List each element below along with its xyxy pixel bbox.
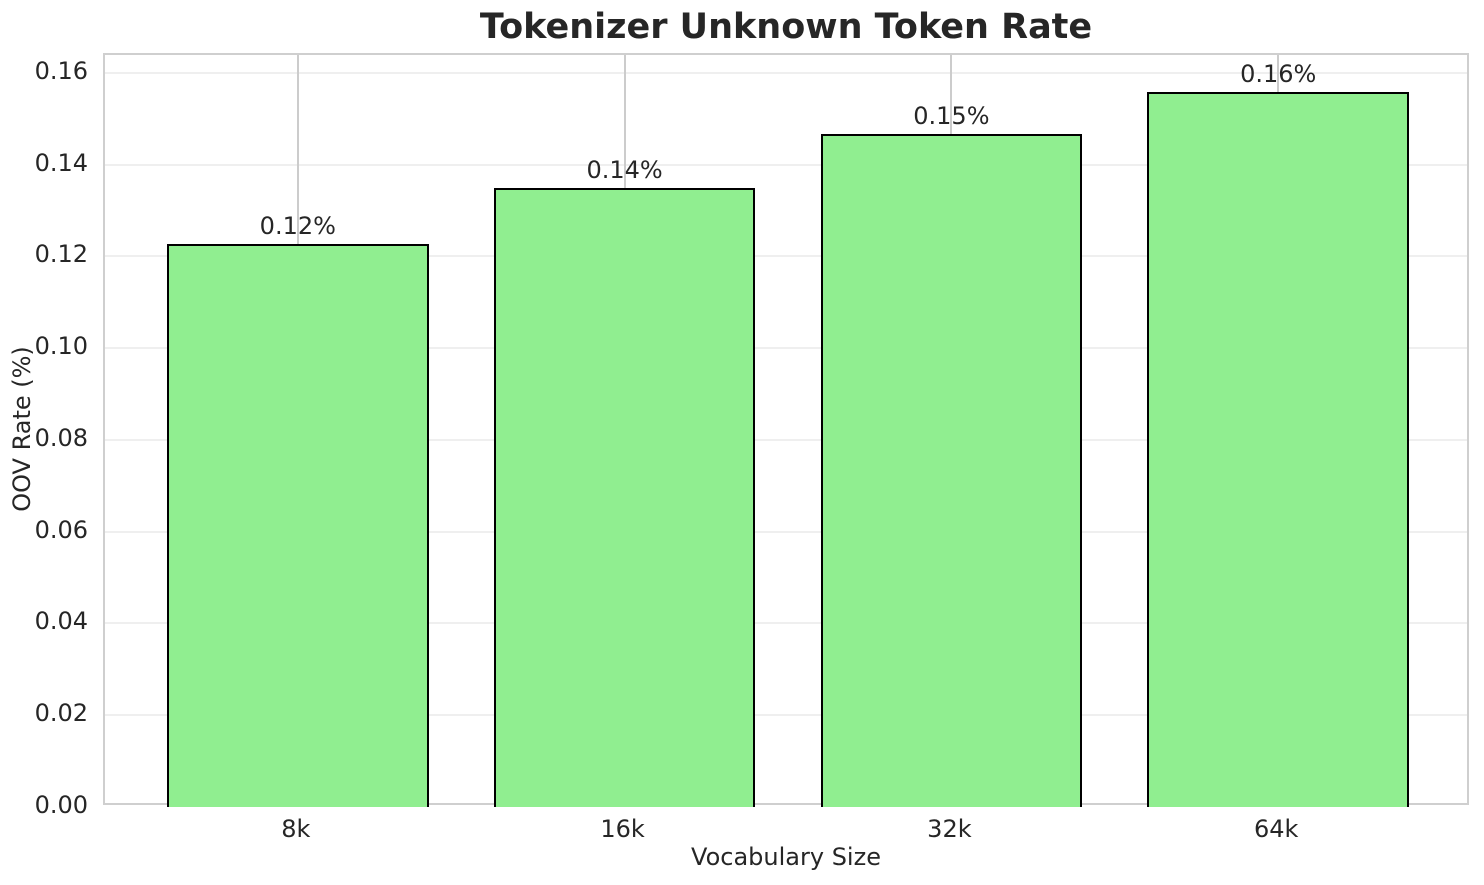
chart-title: Tokenizer Unknown Token Rate bbox=[479, 7, 1093, 47]
h-gridline bbox=[105, 530, 1467, 533]
y-tick-label: 0.08 bbox=[34, 423, 88, 452]
x-tick-label: 8k bbox=[281, 815, 311, 843]
bar-64k bbox=[1147, 91, 1409, 807]
bar-32k bbox=[820, 133, 1083, 807]
x-tick-label: 64k bbox=[1253, 815, 1299, 843]
h-gridline bbox=[105, 714, 1467, 717]
h-gridline bbox=[105, 163, 1467, 166]
h-gridline bbox=[105, 71, 1467, 74]
h-gridline bbox=[105, 438, 1467, 441]
y-tick-label: 0.10 bbox=[34, 332, 88, 361]
x-tick-label: 32k bbox=[927, 815, 972, 843]
x-axis-label: Vocabulary Size bbox=[691, 843, 881, 871]
y-tick-label: 0.04 bbox=[34, 607, 88, 636]
y-tick-label: 0.00 bbox=[34, 791, 88, 819]
y-tick-label: 0.14 bbox=[34, 148, 88, 177]
y-axis-label: OOV Rate (%) bbox=[8, 346, 36, 512]
y-tick-label: 0.06 bbox=[34, 515, 88, 544]
bar-value-label: 0.14% bbox=[586, 155, 663, 184]
bar-value-label: 0.15% bbox=[913, 101, 990, 130]
bar-value-label: 0.12% bbox=[259, 212, 336, 241]
h-gridline bbox=[105, 255, 1467, 258]
y-tick-label: 0.12 bbox=[34, 240, 88, 269]
h-gridline bbox=[105, 622, 1467, 625]
y-tick-label: 0.02 bbox=[34, 699, 88, 728]
bar-16k bbox=[493, 187, 756, 807]
h-gridline bbox=[105, 347, 1467, 350]
x-tick-label: 16k bbox=[600, 815, 645, 843]
y-tick-label: 0.16 bbox=[34, 56, 88, 85]
bar-value-label: 0.16% bbox=[1240, 59, 1317, 88]
bar-8k bbox=[167, 244, 429, 807]
plot-area: 0.12% 0.14% 0.15% 0.16% bbox=[103, 53, 1469, 807]
